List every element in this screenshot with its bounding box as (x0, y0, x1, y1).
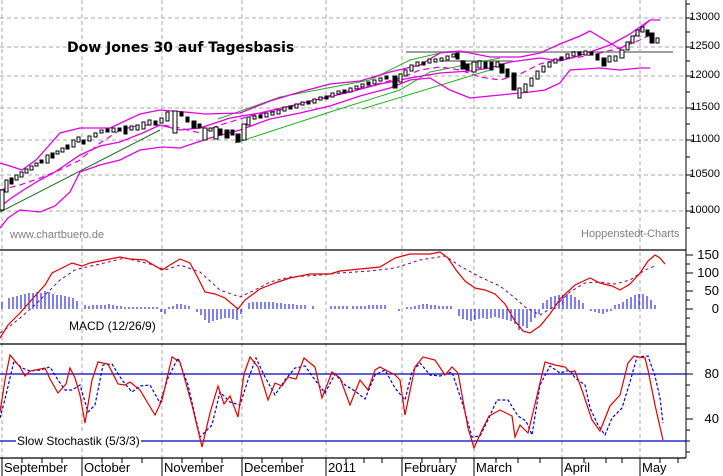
macd-tick-150: 150 (697, 247, 719, 262)
stochastic-label: Slow Stochastik (5/3/3) (16, 434, 141, 448)
watermark-hoppenstedt: Hoppenstedt-Charts (581, 228, 680, 240)
month-may: May (642, 460, 667, 475)
stoch-axis-ticks (686, 351, 693, 453)
macd-line (0, 251, 666, 339)
macd-label: MACD (12/26/9) (69, 319, 156, 333)
month-march: March (476, 460, 513, 475)
candlesticks (0, 26, 660, 211)
price-tick-11500: 11500 (690, 101, 720, 113)
time-axis-ticks (1, 458, 679, 476)
price-tick-13000: 13000 (689, 11, 720, 23)
stoch-tick-80: 80 (704, 366, 719, 381)
chart-title: Dow Jones 30 auf Tagesbasis (67, 40, 295, 56)
macd-signal-line (0, 255, 656, 334)
trend-lines (0, 52, 501, 213)
month-april: April (564, 460, 591, 475)
price-tick-10000: 10000 (689, 204, 720, 216)
stoch-tick-40: 40 (704, 411, 719, 426)
price-tick-12000: 12000 (689, 69, 720, 81)
month-september: September (4, 460, 68, 475)
month-grid (1, 0, 641, 458)
price-tick-10500: 10500 (689, 168, 720, 180)
month-2011: 2011 (328, 460, 356, 475)
month-october: October (84, 460, 131, 475)
month-february: February (404, 460, 457, 475)
stoch-d-line (0, 355, 664, 439)
macd-axis-ticks (686, 254, 693, 337)
price-tick-11000: 11000 (690, 133, 720, 145)
month-november: November (164, 460, 224, 475)
stoch-k-line (0, 353, 664, 450)
watermark-chartbuero: www.chartbuero.de (10, 229, 105, 241)
bollinger-middle (0, 34, 651, 191)
price-tick-12500: 12500 (689, 40, 720, 52)
price-axis-ticks (686, 3, 693, 229)
macd-tick-50: 50 (704, 283, 719, 298)
month-december: December (244, 460, 304, 475)
macd-tick-0: 0 (711, 301, 719, 316)
macd-tick-100: 100 (697, 265, 719, 280)
